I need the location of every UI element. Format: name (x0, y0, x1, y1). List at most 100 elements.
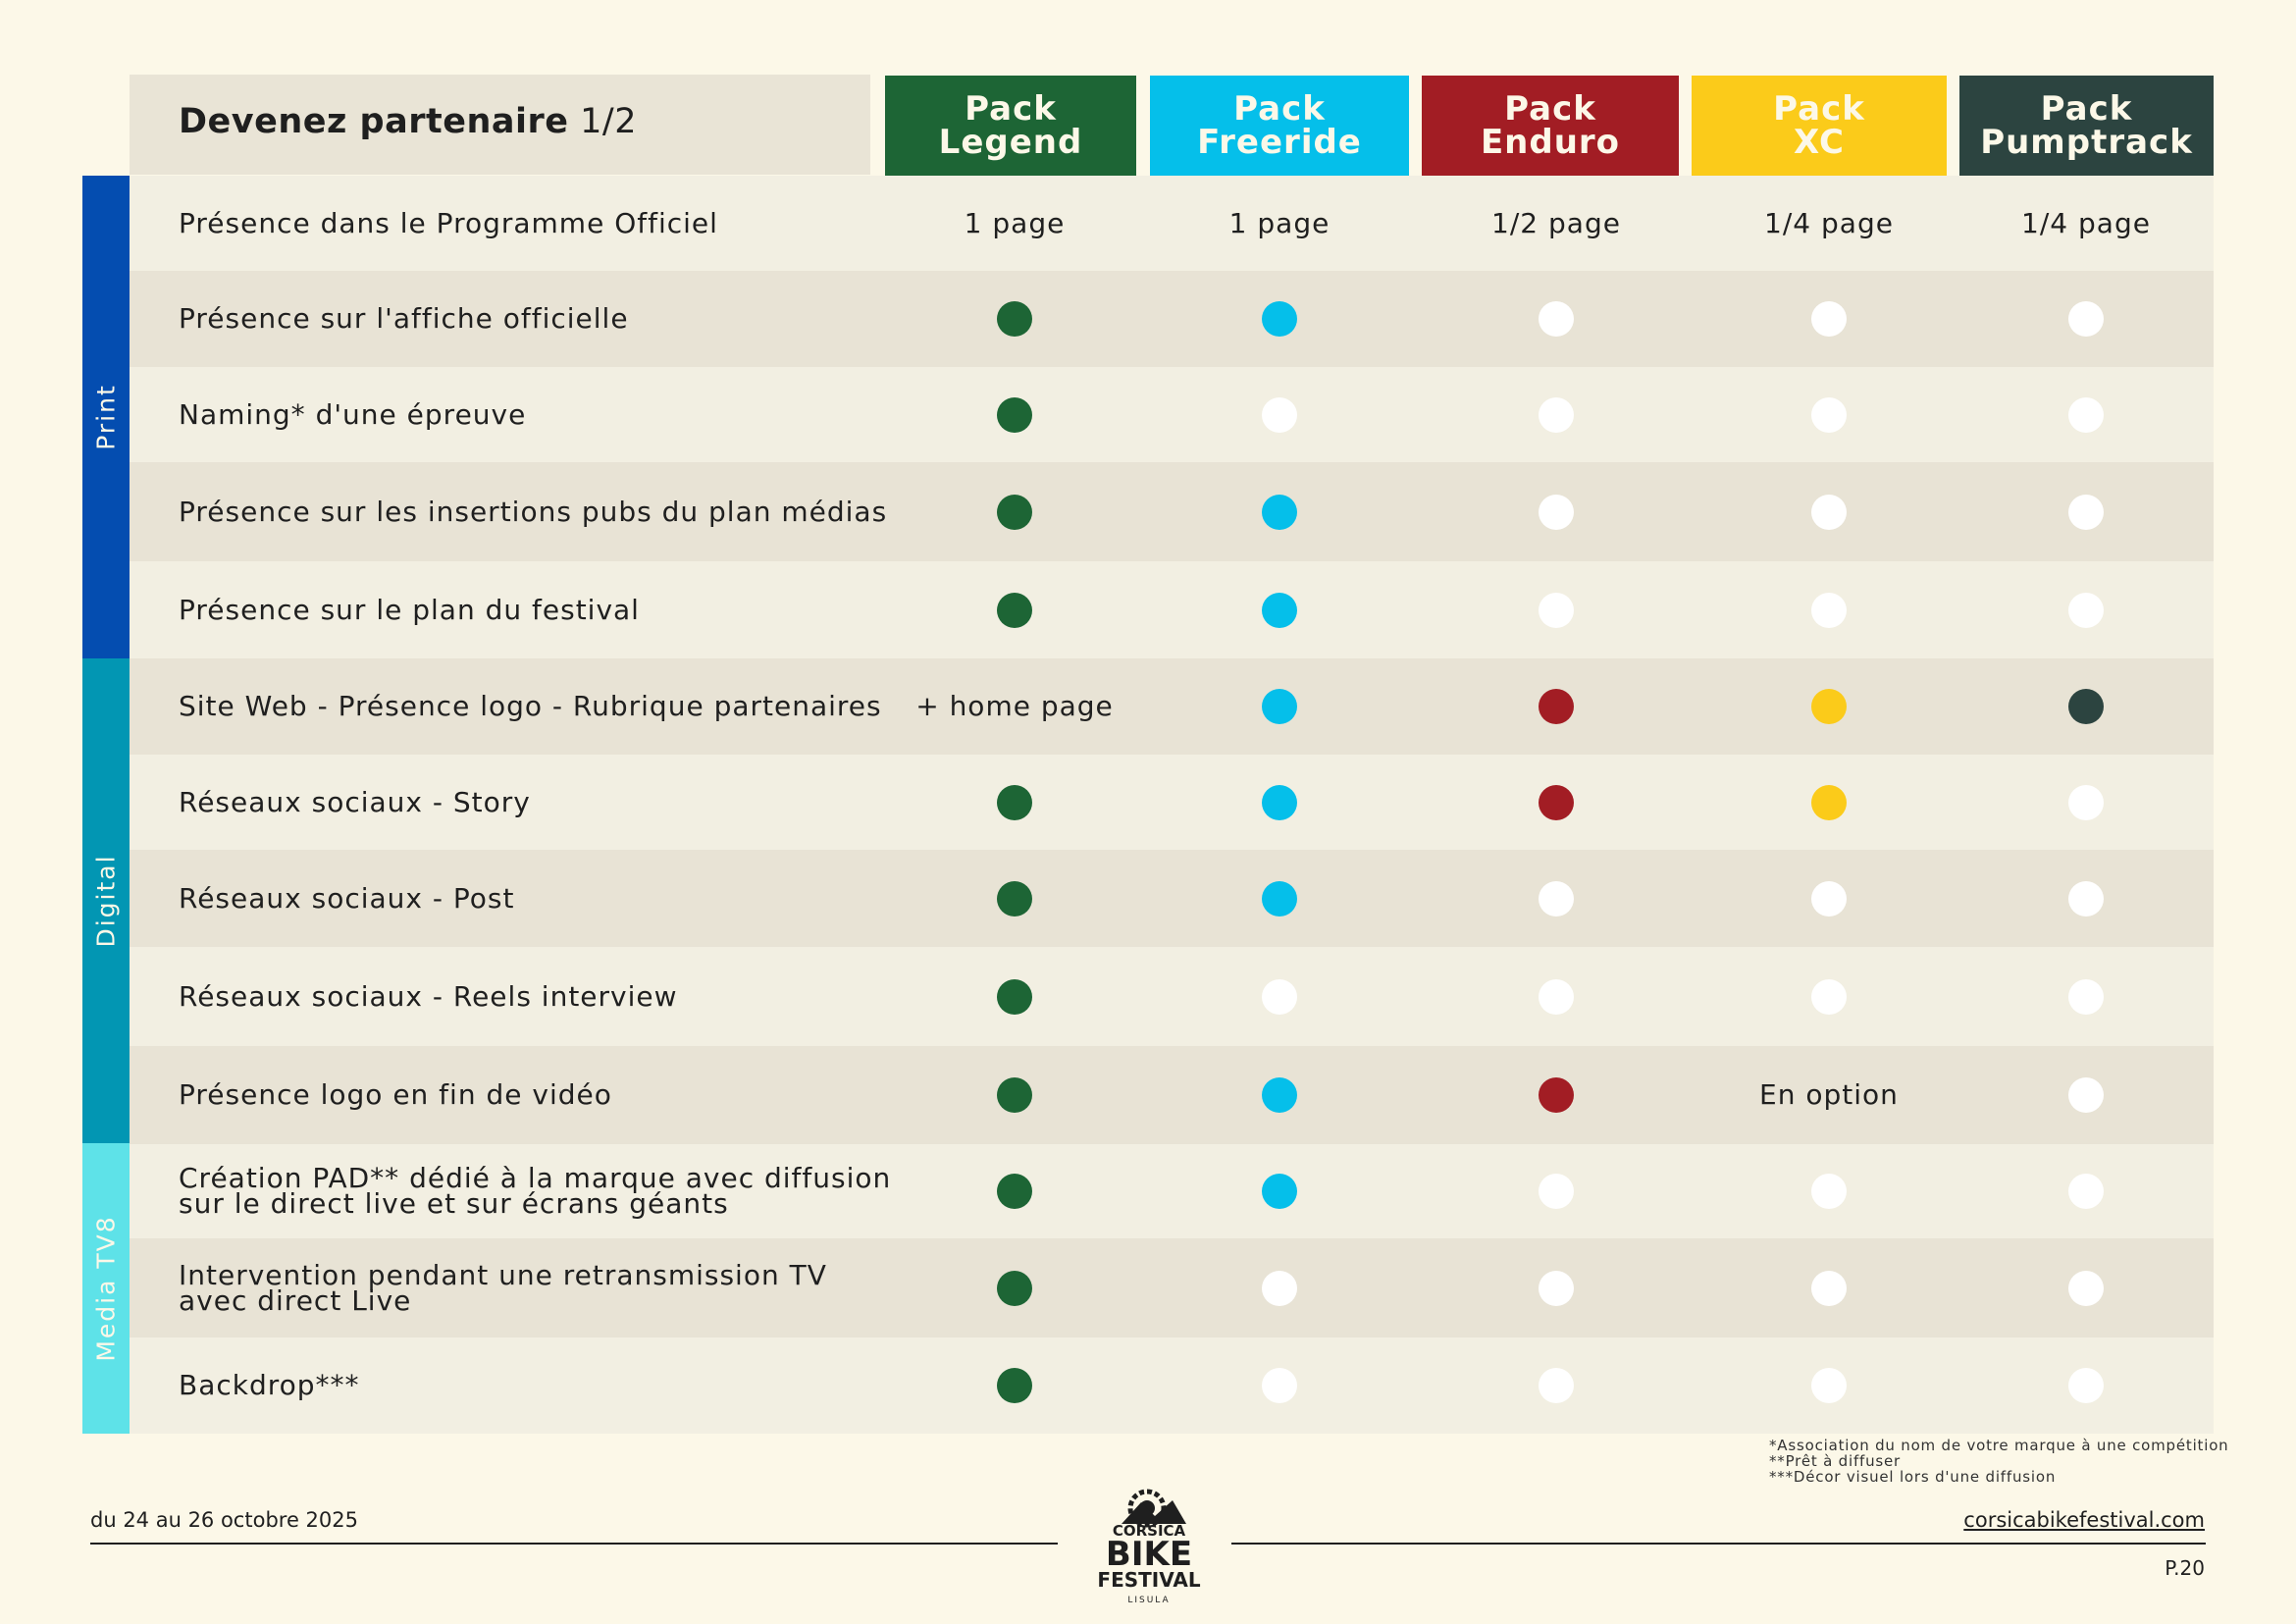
pack-header-line1: Pack (965, 89, 1057, 129)
inclusion-dot (2068, 396, 2104, 433)
row-label: Backdrop*** (179, 1369, 360, 1401)
inclusion-dot (1539, 1077, 1574, 1113)
cell-text: 1 page (964, 206, 1066, 239)
table-row (130, 947, 2214, 1046)
inclusion-dot (1539, 978, 1574, 1015)
footnote: *Association du nom de votre marque à un… (1769, 1437, 2229, 1454)
inclusion-dot (1262, 396, 1297, 433)
row-label: Intervention pendant une retransmission … (179, 1258, 827, 1314)
row-label-line: sur le direct live et sur écrans géants (179, 1187, 729, 1220)
logo-line3: FESTIVAL (1097, 1568, 1200, 1592)
row-label: Présence sur l'affiche officielle (179, 302, 629, 335)
inclusion-dot (1539, 494, 1574, 530)
row-label-line: Présence dans le Programme Officiel (179, 206, 718, 239)
cell-text: 1/4 page (2021, 206, 2151, 239)
row-label: Présence sur le plan du festival (179, 593, 640, 626)
pack-header-line1: Pack (1233, 89, 1326, 129)
cell-text: + home page (915, 690, 1114, 722)
inclusion-dot (1539, 880, 1574, 917)
row-label-line: Site Web - Présence logo - Rubrique part… (179, 690, 882, 722)
event-dates: du 24 au 26 octobre 2025 (90, 1508, 358, 1532)
row-label: Réseaux sociaux - Post (179, 884, 514, 912)
inclusion-dot (1539, 1368, 1574, 1403)
website-link[interactable]: corsicabikefestival.com (1963, 1508, 2205, 1532)
inclusion-dot (1539, 301, 1574, 337)
inclusion-dot (1811, 301, 1847, 337)
pack-header-line2: Pumptrack (1980, 123, 2193, 162)
pack-header-pumptrack: Pack Pumptrack (1959, 76, 2214, 176)
inclusion-dot (1262, 689, 1297, 724)
inclusion-dot (1539, 689, 1574, 724)
logo-line1: CORSICA (1113, 1522, 1186, 1540)
table-row (130, 1144, 2214, 1238)
row-label: Présence logo en fin de vidéo (179, 1081, 612, 1109)
table-row (130, 462, 2214, 561)
inclusion-dot (2068, 1270, 2104, 1306)
inclusion-dot (1811, 494, 1847, 530)
inclusion-dot (1262, 301, 1297, 337)
inclusion-dot (1262, 1368, 1297, 1403)
inclusion-dot (1539, 396, 1574, 433)
page-title-page: 1/2 (580, 102, 637, 141)
inclusion-dot (2068, 1077, 2104, 1113)
cell-text: 1/4 page (1764, 206, 1894, 239)
inclusion-dot (1262, 880, 1297, 917)
row-label: Naming* d'une épreuve (179, 397, 527, 431)
row-label-line: Naming* d'une épreuve (179, 397, 527, 431)
festival-logo: CORSICA BIKE FESTIVAL LISULA (1092, 1487, 1206, 1606)
inclusion-dot (2068, 784, 2104, 820)
pack-header-enduro: Pack Enduro (1422, 76, 1679, 176)
table-row (130, 1238, 2214, 1337)
inclusion-dot (2068, 978, 2104, 1015)
inclusion-dot (1811, 784, 1847, 820)
inclusion-dot (997, 880, 1032, 917)
inclusion-dot (1262, 1270, 1297, 1306)
category-label: Print (91, 384, 121, 450)
row-label-line: Présence sur les insertions pubs du plan… (179, 495, 888, 528)
inclusion-dot (2068, 689, 2104, 724)
table-title-cell (130, 75, 870, 175)
inclusion-dot (1811, 1270, 1847, 1306)
category-digital: Digital (82, 658, 130, 1143)
inclusion-dot (997, 978, 1032, 1015)
category-label: Media TV8 (91, 1215, 121, 1362)
table-row (130, 176, 2214, 271)
row-label: Création PAD** dédié à la marque avec di… (179, 1165, 891, 1220)
inclusion-dot (1262, 592, 1297, 628)
category-label: Digital (91, 854, 121, 948)
pack-header-line1: Pack (2040, 89, 2133, 129)
inclusion-dot (1539, 1174, 1574, 1209)
inclusion-dot (1539, 592, 1574, 628)
row-label-line: Backdrop*** (179, 1369, 360, 1401)
category-media-tv8: Media TV8 (82, 1143, 130, 1434)
inclusion-dot (1262, 494, 1297, 530)
table-row (130, 658, 2214, 755)
table-row (130, 1046, 2214, 1144)
row-label-line: Intervention pendant une retransmission … (179, 1258, 827, 1291)
row-label: Site Web - Présence logo - Rubrique part… (179, 690, 882, 722)
table-row (130, 561, 2214, 658)
row-label: Présence dans le Programme Officiel (179, 206, 718, 239)
inclusion-dot (997, 301, 1032, 337)
inclusion-dot (1811, 396, 1847, 433)
table-row (130, 755, 2214, 850)
inclusion-dot (997, 1368, 1032, 1403)
row-label-line: Présence sur le plan du festival (179, 593, 640, 626)
inclusion-dot (997, 784, 1032, 820)
inclusion-dot (1262, 978, 1297, 1015)
row-label-line: Présence sur l'affiche officielle (179, 302, 629, 335)
row-label-line: Réseaux sociaux - Reels interview (179, 979, 678, 1013)
inclusion-dot (1539, 1270, 1574, 1306)
row-label: Présence sur les insertions pubs du plan… (179, 495, 888, 528)
inclusion-dot (997, 494, 1032, 530)
footer-rule-right (1231, 1543, 2206, 1545)
category-print: Print (82, 176, 130, 658)
footnotes: *Association du nom de votre marque à un… (1769, 1438, 2229, 1485)
inclusion-dot (2068, 1174, 2104, 1209)
inclusion-dot (997, 1174, 1032, 1209)
inclusion-dot (1262, 1077, 1297, 1113)
inclusion-dot (2068, 494, 2104, 530)
pack-header-line2: Legend (938, 123, 1083, 162)
pack-header-line2: XC (1794, 123, 1845, 162)
footnote: ***Décor visuel lors d'une diffusion (1769, 1468, 2057, 1486)
